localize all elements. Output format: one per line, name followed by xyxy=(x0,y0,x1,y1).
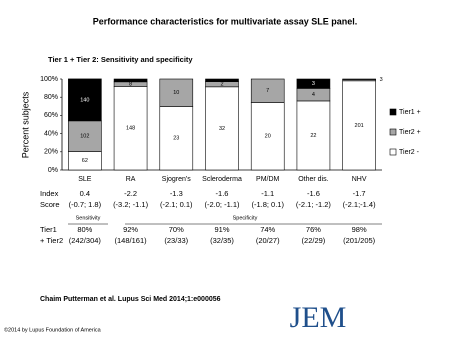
data-label: 3 xyxy=(380,77,383,83)
bar-segment xyxy=(250,102,285,171)
data-label: 7 xyxy=(266,88,269,94)
x-tick-label: Scleroderma xyxy=(202,176,242,183)
y-tick-label: 80% xyxy=(44,94,58,101)
citation: Chaim Putterman et al. Lupus Sci Med 201… xyxy=(40,296,221,303)
bar-segment xyxy=(113,86,148,171)
bar-segment xyxy=(205,78,239,82)
table-cell: (20/27) xyxy=(256,236,280,245)
y-tick-label: 0% xyxy=(48,167,58,174)
bar-segment xyxy=(159,78,194,107)
data-label: 23 xyxy=(173,136,179,142)
x-tick-label: SLE xyxy=(78,176,92,183)
legend-swatch xyxy=(389,108,397,116)
data-label: 3 xyxy=(312,81,315,87)
table-cell: 76% xyxy=(306,225,321,234)
table-cell: (148/161) xyxy=(115,236,148,245)
legend-label: Tier1 + xyxy=(399,109,421,116)
copyright: ©2014 by Lupus Foundation of America xyxy=(4,326,102,333)
table-cell: (23/33) xyxy=(164,236,188,245)
table-cell: (-2.0; -1.1) xyxy=(204,200,240,209)
table-cell: 74% xyxy=(260,225,275,234)
x-tick-label: Sjogren's xyxy=(162,176,191,183)
data-label: 148 xyxy=(126,126,135,132)
group-header: Sensitivity xyxy=(76,215,101,221)
data-label: 201 xyxy=(355,123,364,129)
data-label: 102 xyxy=(80,134,89,140)
table-cell: (-0.7; 1.8) xyxy=(69,200,102,209)
table-cell: (-2.1; 0.1) xyxy=(160,200,193,209)
table-cell: 0.4 xyxy=(80,189,90,198)
table-cell: -2.2 xyxy=(124,189,137,198)
table-cell: (-2.1;-1.4) xyxy=(343,200,376,209)
legend-label: Tier2 + xyxy=(399,129,421,136)
data-label: 4 xyxy=(312,92,315,98)
y-tick-label: 20% xyxy=(44,149,58,156)
x-tick-label: PM/DM xyxy=(256,176,280,183)
bar-segment xyxy=(296,78,331,89)
table-cell: 98% xyxy=(352,225,367,234)
logo: JEM xyxy=(290,301,347,334)
data-label: 32 xyxy=(219,126,225,132)
data-label: 140 xyxy=(80,97,89,103)
row-label: Tier1 xyxy=(40,225,57,234)
table-cell: -1.1 xyxy=(261,189,274,198)
table-cell: -1.6 xyxy=(307,189,320,198)
table-cell: -1.3 xyxy=(170,189,183,198)
chart-title: Tier 1 + Tier 2: Sensitivity and specifi… xyxy=(48,55,193,64)
table-cell: (201/205) xyxy=(343,236,376,245)
bar-segment xyxy=(113,78,148,83)
table-cell: 70% xyxy=(169,225,184,234)
row-label: + Tier2 xyxy=(40,236,63,245)
data-label: 22 xyxy=(310,133,316,139)
data-label: 8 xyxy=(129,82,132,88)
y-tick-label: 40% xyxy=(44,130,58,137)
x-tick-label: RA xyxy=(126,176,136,183)
bar-segment xyxy=(68,78,102,122)
bar-segment xyxy=(342,80,376,171)
table-cell: (242/304) xyxy=(69,236,102,245)
bar-segment xyxy=(250,78,285,103)
table-cell: (32/35) xyxy=(210,236,234,245)
table-cell: (-3.2; -1.1) xyxy=(113,200,149,209)
data-label: 62 xyxy=(82,158,88,164)
bar-segment xyxy=(296,100,331,171)
y-tick-label: 60% xyxy=(44,112,58,119)
table-cell: -1.6 xyxy=(216,189,229,198)
legend-swatch xyxy=(389,128,397,136)
row-label: Index xyxy=(40,189,59,198)
table-cell: 80% xyxy=(77,225,92,234)
table-cell: 91% xyxy=(214,225,229,234)
x-tick-label: NHV xyxy=(352,176,367,183)
table-cell: -1.7 xyxy=(353,189,366,198)
legend-swatch xyxy=(389,148,397,156)
data-label: 20 xyxy=(265,134,271,140)
bar-segment xyxy=(205,86,239,171)
x-tick-label: Other dis. xyxy=(298,176,328,183)
y-tick-label: 100% xyxy=(40,76,58,83)
table-cell: (22/29) xyxy=(302,236,326,245)
group-header: Specificity xyxy=(233,215,258,221)
y-axis-label: Percent subjects xyxy=(20,91,30,158)
slide-title: Performance characteristics for multivar… xyxy=(93,16,358,26)
data-label: 10 xyxy=(173,90,179,96)
legend-label: Tier2 - xyxy=(399,149,420,156)
table-cell: (-1.8; 0.1) xyxy=(251,200,284,209)
bar-segment xyxy=(68,120,102,152)
bar-segment xyxy=(159,106,194,171)
data-label: 2 xyxy=(220,82,223,88)
row-label: Score xyxy=(40,200,60,209)
table-cell: 92% xyxy=(123,225,138,234)
table-cell: (-2.1; -1.2) xyxy=(296,200,332,209)
